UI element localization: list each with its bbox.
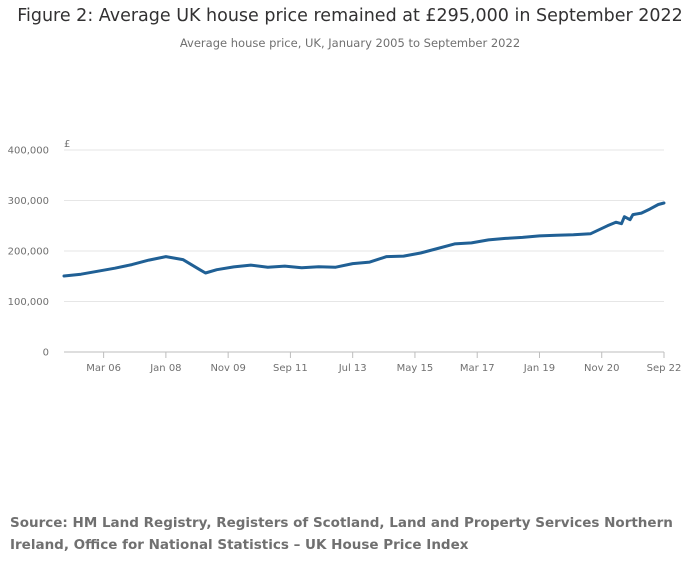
x-axis: Mar 06 Jan 08 Nov 09 Sep 11 Jul 13 May 15 Mar … xyxy=(86,352,681,374)
line-chart: 0 100,000 200,000 300,000 400,000 Mar 06 Jan … xyxy=(8,139,682,374)
chart-subtitle: Average house price, UK, January 2005 to… xyxy=(179,36,521,50)
series-group xyxy=(62,201,666,278)
x-tick-label: Jul 13 xyxy=(338,363,367,374)
chart-title: Figure 2: Average UK house price remaine… xyxy=(17,6,683,26)
x-tick-label: Mar 06 xyxy=(86,363,121,374)
y-tick-label: 200,000 xyxy=(8,247,49,258)
x-tick-label: Sep 11 xyxy=(273,363,308,374)
y-tick-label: 0 xyxy=(43,348,49,359)
x-tick-label: Sep 22 xyxy=(647,363,682,374)
gridlines xyxy=(64,149,664,353)
y-axis-ticks: 0 100,000 200,000 300,000 400,000 xyxy=(8,146,49,359)
y-tick-label: 300,000 xyxy=(8,196,49,207)
series-line xyxy=(62,201,666,278)
x-tick-label: Jan 08 xyxy=(149,363,181,374)
x-tick-label: Mar 17 xyxy=(460,363,495,374)
source-note: Source: HM Land Registry, Registers of S… xyxy=(10,515,673,553)
y-tick-label: 100,000 xyxy=(8,297,49,308)
y-tick-label: 400,000 xyxy=(8,146,49,157)
x-tick-label: Jan 19 xyxy=(523,363,555,374)
x-tick-label: Nov 20 xyxy=(584,363,619,374)
x-tick-label: Nov 09 xyxy=(210,363,245,374)
x-tick-label: May 15 xyxy=(397,363,434,374)
y-axis-unit-label: £ xyxy=(64,139,70,150)
